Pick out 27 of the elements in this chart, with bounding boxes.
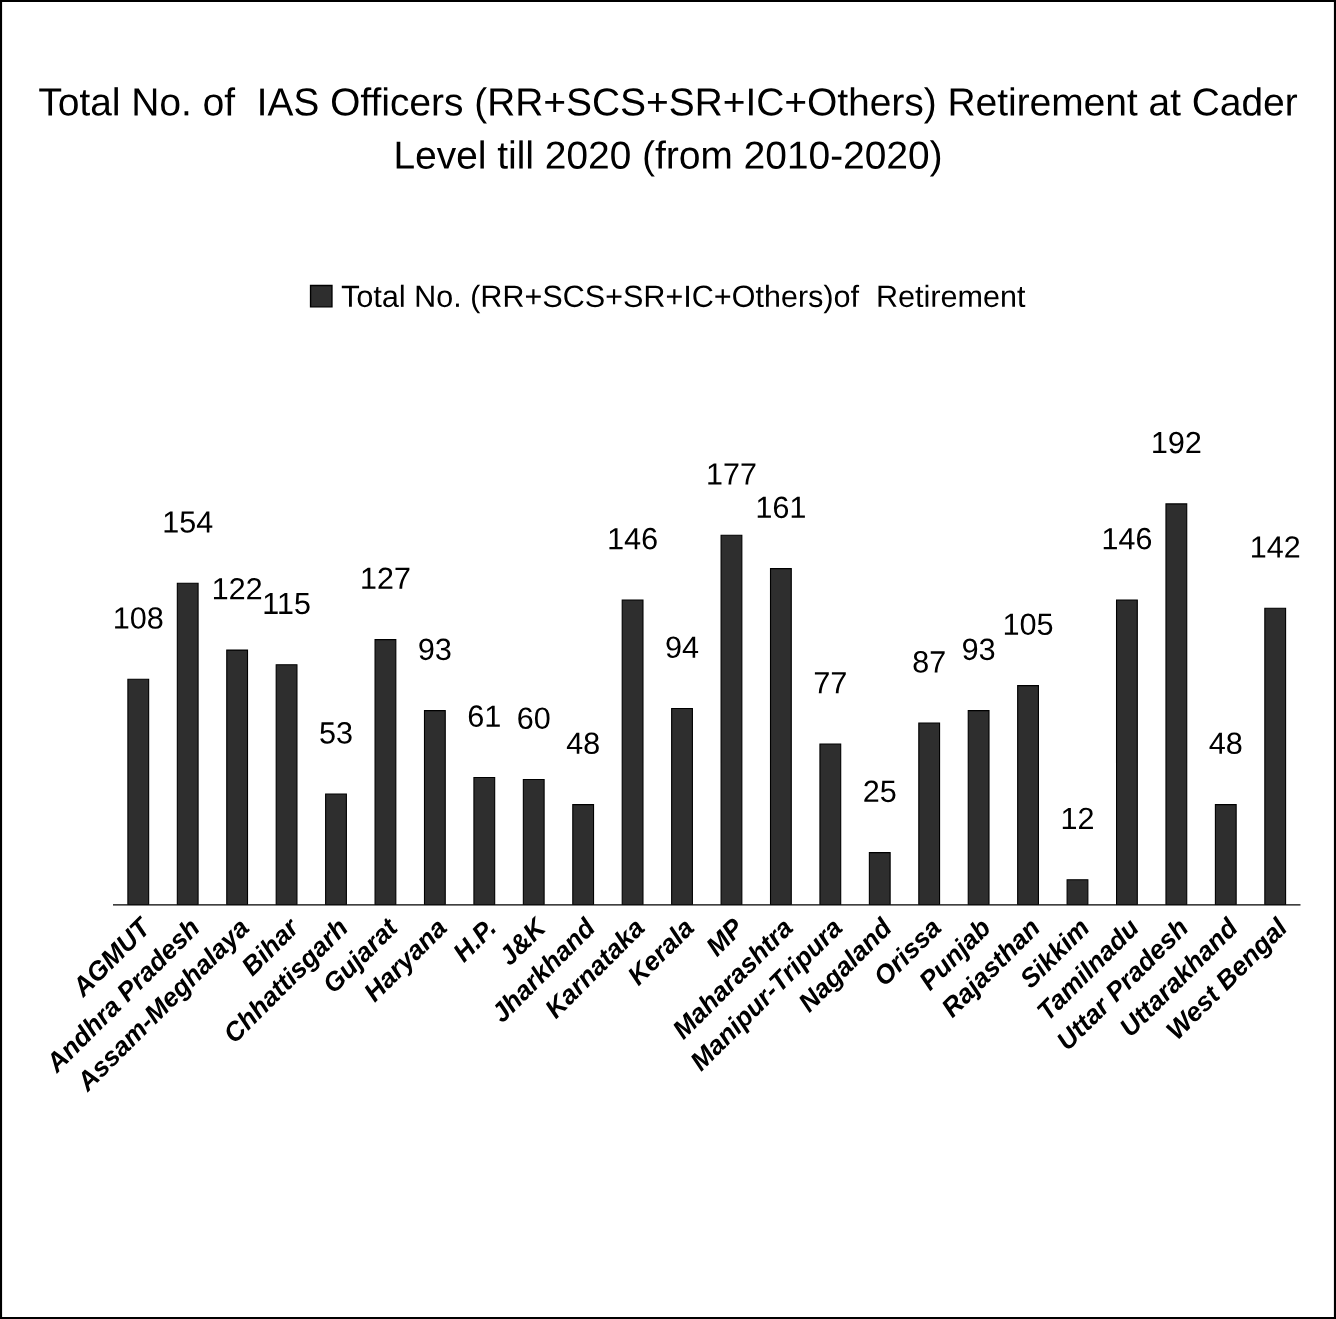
data-label: 108 [115, 607, 163, 629]
data-label: 53 [320, 722, 352, 744]
data-label: 154 [164, 511, 213, 533]
data-label: 115 [264, 592, 310, 615]
chart-title: Total No. of IAS Officers (RR+SCS+SR+IC+Others) Retirement at Cader Level till 2020 (from 2010-2020) [39, 87, 1298, 177]
data-label: 122 [213, 577, 262, 600]
data-label: 87 [913, 651, 945, 673]
data-label: 61 [468, 705, 500, 727]
data-label: 94 [666, 636, 699, 659]
data-label: 146 [1103, 527, 1152, 550]
data-label: 192 [1153, 431, 1201, 454]
data-label: 146 [609, 527, 657, 550]
data-label: 60 [518, 707, 550, 730]
data-label: 93 [963, 638, 995, 661]
x-tick-label: H.P. [451, 918, 497, 964]
data-label: 12 [1062, 807, 1093, 829]
data-label: 48 [566, 732, 599, 755]
data-label: 142 [1252, 536, 1300, 558]
data-label: 25 [864, 780, 896, 803]
data-label: 127 [362, 567, 410, 589]
data-label: 177 [708, 463, 756, 485]
legend-label: Total No. (RR+SCS+SR+IC+Others)of Retirement [341, 284, 1026, 314]
data-label: 93 [419, 638, 451, 661]
data-label: 161 [757, 496, 805, 519]
data-label: 105 [1004, 613, 1053, 636]
data-label: 77 [814, 672, 846, 694]
data-label: 48 [1209, 732, 1242, 755]
